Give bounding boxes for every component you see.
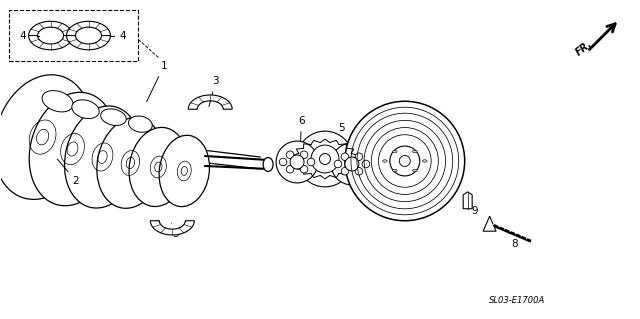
Circle shape bbox=[300, 166, 308, 173]
Circle shape bbox=[290, 155, 304, 169]
Ellipse shape bbox=[413, 169, 417, 172]
Ellipse shape bbox=[129, 127, 188, 206]
Text: 5: 5 bbox=[326, 123, 344, 157]
Text: 1: 1 bbox=[147, 61, 167, 102]
Polygon shape bbox=[67, 21, 111, 35]
Ellipse shape bbox=[29, 93, 116, 206]
Ellipse shape bbox=[345, 101, 465, 221]
Ellipse shape bbox=[65, 106, 140, 208]
Text: SL03-E1700A: SL03-E1700A bbox=[490, 296, 546, 305]
Ellipse shape bbox=[390, 146, 420, 176]
Ellipse shape bbox=[97, 118, 164, 208]
Polygon shape bbox=[67, 35, 111, 50]
Circle shape bbox=[319, 153, 330, 165]
Circle shape bbox=[355, 153, 363, 160]
Ellipse shape bbox=[413, 150, 417, 153]
Text: 4: 4 bbox=[19, 31, 26, 41]
Circle shape bbox=[286, 166, 294, 173]
Text: 8: 8 bbox=[509, 233, 518, 249]
Text: FR.: FR. bbox=[573, 39, 594, 57]
Circle shape bbox=[307, 158, 315, 166]
Ellipse shape bbox=[42, 91, 73, 112]
Ellipse shape bbox=[72, 100, 99, 119]
Text: 6: 6 bbox=[353, 136, 365, 161]
Circle shape bbox=[341, 153, 349, 160]
Circle shape bbox=[345, 157, 359, 171]
Circle shape bbox=[297, 131, 353, 187]
Circle shape bbox=[334, 160, 342, 168]
Text: 3: 3 bbox=[172, 223, 179, 239]
Polygon shape bbox=[29, 21, 72, 35]
Polygon shape bbox=[188, 95, 232, 109]
Ellipse shape bbox=[276, 141, 318, 183]
Ellipse shape bbox=[383, 160, 387, 162]
Circle shape bbox=[341, 167, 349, 175]
Circle shape bbox=[355, 167, 363, 175]
Ellipse shape bbox=[392, 150, 397, 153]
Circle shape bbox=[311, 145, 339, 173]
Text: 6: 6 bbox=[298, 116, 305, 154]
Text: 4: 4 bbox=[119, 31, 125, 41]
Polygon shape bbox=[29, 35, 72, 50]
Ellipse shape bbox=[399, 156, 410, 167]
Ellipse shape bbox=[100, 109, 126, 125]
Circle shape bbox=[362, 160, 370, 168]
Circle shape bbox=[286, 151, 294, 159]
Text: 2: 2 bbox=[58, 159, 79, 186]
Ellipse shape bbox=[0, 75, 92, 199]
Ellipse shape bbox=[129, 116, 152, 132]
Ellipse shape bbox=[422, 160, 427, 162]
Polygon shape bbox=[463, 192, 472, 209]
Polygon shape bbox=[150, 221, 195, 235]
Circle shape bbox=[300, 151, 308, 159]
Polygon shape bbox=[483, 216, 496, 231]
Ellipse shape bbox=[392, 169, 397, 172]
Text: 9: 9 bbox=[470, 201, 478, 216]
Circle shape bbox=[279, 158, 287, 166]
Text: 7: 7 bbox=[406, 103, 419, 137]
Ellipse shape bbox=[263, 158, 273, 171]
Ellipse shape bbox=[331, 143, 373, 185]
Text: 3: 3 bbox=[209, 76, 219, 107]
Ellipse shape bbox=[159, 135, 209, 207]
